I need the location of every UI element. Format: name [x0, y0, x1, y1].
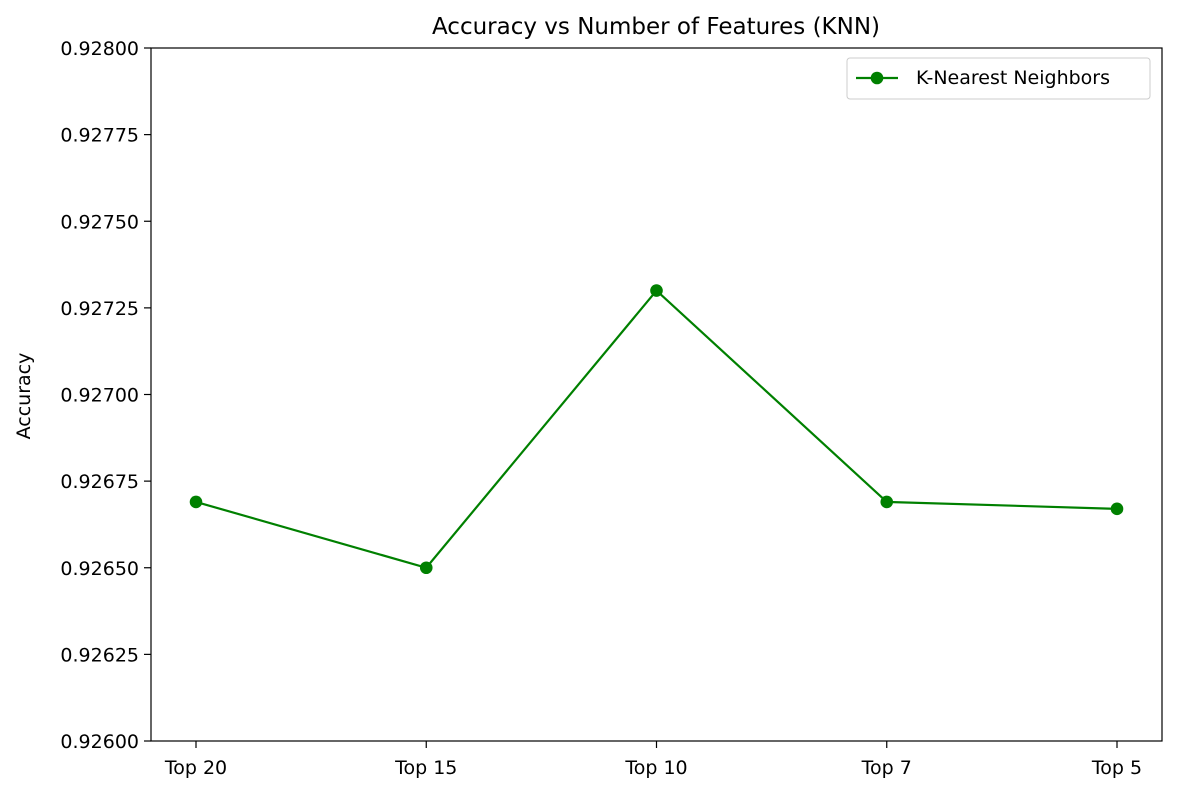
y-axis-title: Accuracy	[13, 353, 35, 440]
y-tick-label: 0.92750	[60, 211, 139, 233]
x-tick-label: Top 15	[394, 757, 457, 779]
chart-title: Accuracy vs Number of Features (KNN)	[432, 14, 880, 40]
y-tick-label: 0.92700	[60, 385, 139, 407]
y-axis: 0.92600 0.92625 0.92650 0.92675 0.92700 0.927…	[60, 38, 151, 753]
y-tick-label: 0.92650	[60, 558, 139, 580]
data-point	[650, 284, 663, 297]
data-point	[1110, 502, 1124, 516]
data-point	[880, 495, 894, 509]
series-line	[195, 288, 1118, 570]
legend-marker	[870, 71, 884, 85]
x-tick-label: Top 20	[164, 757, 227, 779]
legend-label: K-Nearest Neighbors	[916, 67, 1110, 89]
y-tick-label: 0.92725	[60, 298, 139, 320]
y-tick-label: 0.92675	[60, 471, 139, 493]
series-layer	[189, 284, 1124, 575]
data-point	[189, 495, 203, 509]
y-tick-label: 0.92775	[60, 125, 139, 147]
x-tick-label: Top 7	[861, 757, 912, 779]
x-tick-label: Top 10	[624, 757, 687, 779]
legend-box	[846, 57, 1151, 100]
x-axis: Top 20 Top 15 Top 10 Top 7 Top 5	[164, 741, 1142, 779]
y-tick-label: 0.92600	[60, 731, 139, 753]
x-tick-label: Top 5	[1091, 757, 1142, 779]
data-point	[419, 561, 433, 575]
plot-frame	[150, 47, 1163, 742]
y-tick-label: 0.92800	[60, 38, 139, 60]
legend: K-Nearest Neighbors	[846, 57, 1151, 100]
y-tick-label: 0.92625	[60, 644, 139, 666]
